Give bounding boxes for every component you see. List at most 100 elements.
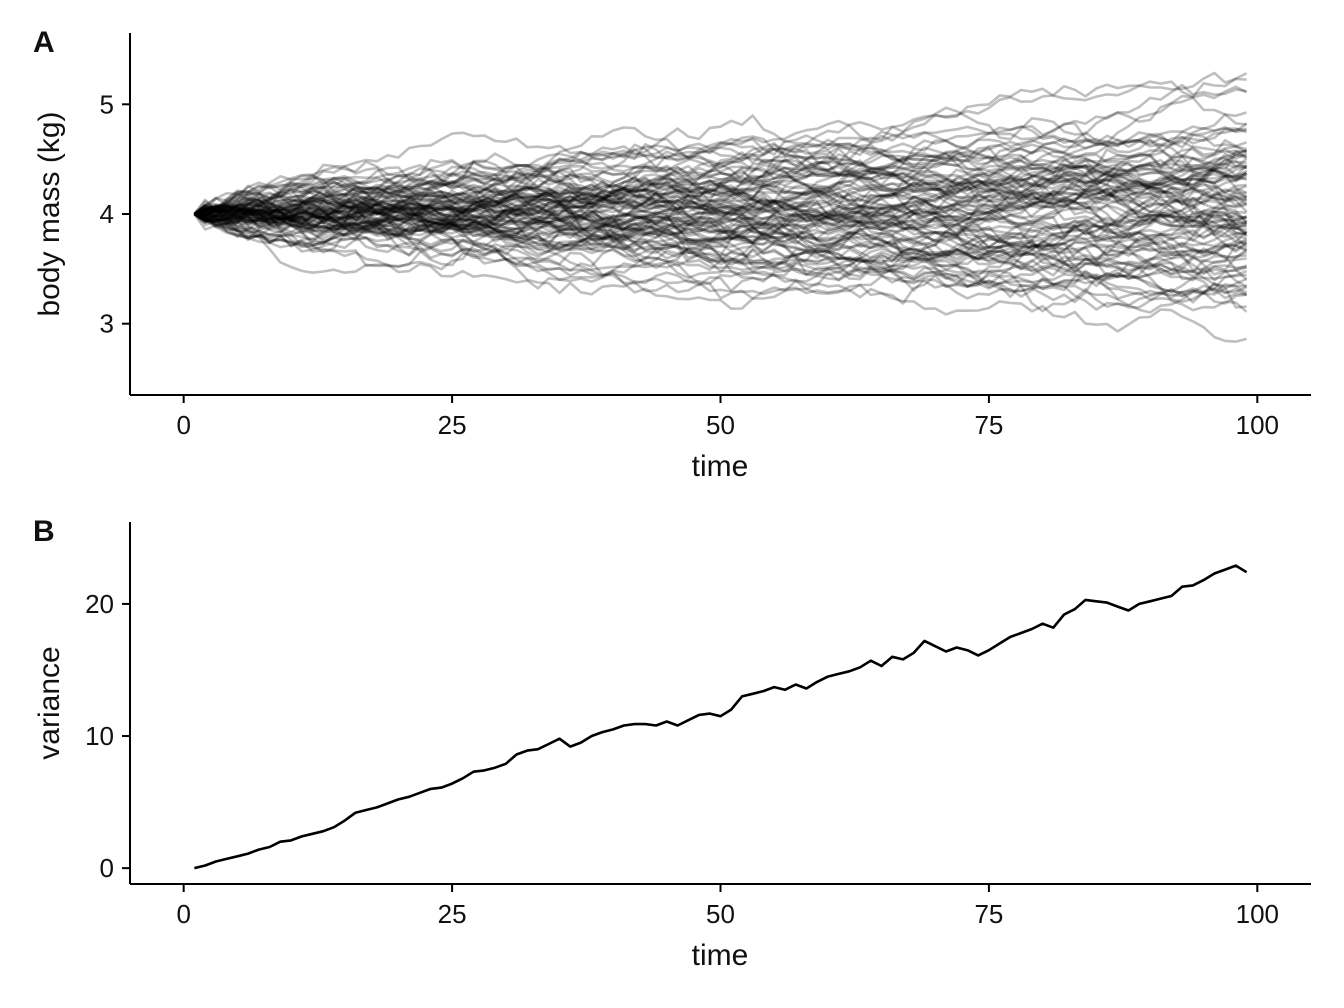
simulated-path-line bbox=[194, 203, 1248, 269]
x-tick-label: 25 bbox=[438, 410, 467, 440]
panel-b-x-ticks: 0 25 50 75 100 bbox=[176, 884, 1279, 929]
simulated-path-line bbox=[193, 184, 1248, 295]
simulated-path-line bbox=[193, 72, 1248, 216]
simulated-path-line bbox=[194, 152, 1247, 232]
simulated-path-line bbox=[194, 178, 1248, 247]
x-tick-label: 50 bbox=[706, 410, 735, 440]
simulated-path-line bbox=[193, 146, 1248, 226]
simulated-path-line bbox=[193, 148, 1248, 227]
simulated-path-line bbox=[193, 138, 1248, 223]
simulated-path-line bbox=[193, 139, 1248, 226]
x-tick-label: 0 bbox=[176, 899, 190, 929]
y-tick-label: 3 bbox=[100, 309, 114, 339]
simulated-path-line bbox=[194, 145, 1248, 219]
simulated-path-line bbox=[194, 71, 1247, 218]
panel-a-lines bbox=[193, 71, 1248, 343]
simulated-path-line bbox=[193, 156, 1247, 223]
simulated-path-line bbox=[194, 201, 1248, 273]
simulated-path-line bbox=[194, 182, 1247, 240]
simulated-path-line bbox=[193, 180, 1247, 236]
simulated-path-line bbox=[194, 83, 1247, 240]
simulated-path-line bbox=[194, 185, 1248, 234]
simulated-path-line bbox=[194, 199, 1248, 311]
x-tick-label: 50 bbox=[706, 899, 735, 929]
simulated-path-line bbox=[193, 212, 1248, 298]
simulated-path-line bbox=[193, 187, 1247, 257]
simulated-path-line bbox=[194, 185, 1247, 260]
x-tick-label: 100 bbox=[1236, 410, 1279, 440]
panel-b-y-title: variance bbox=[33, 646, 66, 759]
simulated-path-line bbox=[194, 186, 1248, 288]
simulated-path-line bbox=[194, 187, 1247, 243]
simulated-path-line bbox=[193, 158, 1248, 223]
y-tick-label: 10 bbox=[85, 721, 114, 751]
simulated-path-line bbox=[194, 166, 1247, 226]
panel-a-y-ticks: 3 4 5 bbox=[100, 89, 130, 339]
simulated-path-line bbox=[193, 210, 1248, 281]
simulated-path-line bbox=[193, 209, 1248, 267]
simulated-path-line bbox=[193, 167, 1248, 238]
simulated-path-line bbox=[194, 208, 1248, 280]
simulated-path-line bbox=[193, 212, 1248, 310]
x-tick-label: 100 bbox=[1236, 899, 1279, 929]
simulated-path-line bbox=[193, 147, 1247, 216]
y-tick-label: 4 bbox=[100, 199, 114, 229]
panel-b-x-title: time bbox=[692, 939, 749, 972]
simulated-path-line bbox=[194, 125, 1247, 217]
simulated-path-line bbox=[193, 163, 1248, 224]
y-tick-label: 0 bbox=[100, 853, 114, 883]
simulated-path-line bbox=[193, 185, 1248, 253]
simulated-path-line bbox=[193, 212, 1248, 275]
simulated-path-line bbox=[193, 195, 1247, 253]
simulated-path-line bbox=[194, 149, 1247, 228]
simulated-path-line bbox=[194, 126, 1248, 224]
panel-b-tag: B bbox=[33, 515, 55, 548]
simulated-path-line bbox=[193, 197, 1248, 313]
simulated-path-line bbox=[194, 190, 1247, 227]
simulated-path-line bbox=[194, 163, 1248, 217]
simulated-path-line bbox=[194, 206, 1247, 285]
simulated-path-line bbox=[194, 163, 1248, 241]
simulated-path-line bbox=[193, 142, 1248, 237]
simulated-path-line bbox=[193, 198, 1248, 276]
simulated-path-line bbox=[194, 198, 1248, 271]
simulated-path-line bbox=[193, 204, 1247, 305]
y-tick-label: 5 bbox=[100, 89, 114, 119]
simulated-path-line bbox=[193, 193, 1248, 283]
simulated-path-line bbox=[194, 122, 1247, 227]
simulated-path-line bbox=[193, 139, 1248, 224]
simulated-path-line bbox=[194, 147, 1247, 239]
simulated-path-line bbox=[193, 119, 1247, 231]
simulated-path-line bbox=[193, 198, 1247, 245]
simulated-path-line bbox=[193, 206, 1248, 305]
simulated-path-line bbox=[194, 165, 1247, 241]
x-tick-label: 75 bbox=[974, 410, 1003, 440]
simulated-path-line bbox=[193, 130, 1248, 248]
panel-b: B 0 10 20 0 25 50 75 100 time variance bbox=[33, 515, 1311, 972]
panel-a: A 3 4 5 0 25 50 75 100 time body mass (kg) bbox=[33, 26, 1311, 483]
x-tick-label: 25 bbox=[438, 899, 467, 929]
simulated-path-line bbox=[193, 122, 1248, 219]
simulated-path-line bbox=[193, 85, 1248, 216]
panel-a-y-title: body mass (kg) bbox=[33, 111, 66, 316]
simulated-path-line bbox=[193, 212, 1248, 304]
simulated-path-line bbox=[194, 212, 1247, 343]
simulated-path-line bbox=[194, 186, 1247, 252]
simulated-path-line bbox=[194, 96, 1247, 216]
simulated-path-line bbox=[194, 187, 1247, 261]
simulated-path-line bbox=[193, 181, 1247, 264]
simulated-path-line bbox=[194, 193, 1248, 249]
simulated-path-line bbox=[194, 195, 1248, 290]
simulated-path-line bbox=[193, 200, 1247, 264]
simulated-path-line bbox=[194, 193, 1247, 240]
simulated-path-line bbox=[194, 152, 1248, 216]
simulated-path-line bbox=[193, 172, 1248, 216]
x-tick-label: 0 bbox=[176, 410, 190, 440]
simulated-path-line bbox=[193, 172, 1247, 244]
simulated-path-line bbox=[193, 163, 1247, 216]
simulated-path-line bbox=[193, 212, 1247, 294]
simulated-path-line bbox=[193, 209, 1247, 280]
x-tick-label: 75 bbox=[974, 899, 1003, 929]
simulated-path-line bbox=[193, 143, 1247, 250]
